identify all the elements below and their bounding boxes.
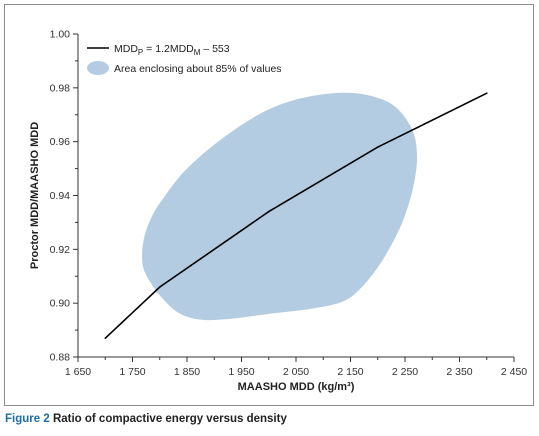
y-tick-label: 0.98	[50, 82, 71, 94]
plot-area	[104, 92, 488, 340]
x-tick-label: 1 650	[65, 366, 91, 378]
legend-area-swatch	[87, 61, 109, 75]
x-tick-label: 1 750	[119, 366, 145, 378]
y-tick-label: 0.96	[50, 136, 71, 148]
legend-label-area: Area enclosing about 85% of values	[114, 63, 282, 75]
x-tick-label: 2 450	[501, 366, 527, 378]
y-tick-label: 0.92	[50, 244, 71, 256]
axes: 1 650 1 750 1 850 1 950 2 050 2 150 2 250 2 350…	[50, 29, 528, 379]
legend-label-equation: MDDP = 1.2MDDM – 553	[114, 43, 230, 57]
line-point	[104, 337, 107, 340]
line-point	[486, 92, 488, 94]
x-tick-label: 2 250	[392, 366, 418, 378]
y-tick-label: 0.90	[50, 298, 71, 310]
x-tick-label: 1 850	[174, 366, 200, 378]
y-axis-title: Proctor MDD/MAASHO MDD	[29, 122, 41, 269]
line-point	[268, 210, 270, 213]
area-85-percent	[141, 92, 418, 321]
x-tick-label: 1 950	[228, 366, 254, 378]
chart: 1 650 1 750 1 850 1 950 2 050 2 150 2 250 2 350…	[29, 29, 528, 394]
y-tick-label: 0.88	[50, 352, 71, 364]
y-tick-label: 1.00	[50, 29, 71, 41]
figure-caption-text: Ratio of compactive energy versus densit…	[52, 413, 287, 425]
figure-caption: Figure 2 Ratio of compactive energy vers…	[5, 413, 287, 425]
figure-frame: 1 650 1 750 1 850 1 950 2 050 2 150 2 250 2 350…	[4, 4, 534, 406]
y-tick-label: 0.94	[50, 190, 71, 202]
line-point	[377, 146, 379, 148]
x-tick-label: 2 150	[337, 366, 363, 378]
x-tick-label: 2 350	[446, 366, 472, 378]
line-point	[159, 286, 161, 288]
legend: MDDP = 1.2MDDM – 553 Area enclosing about…	[87, 43, 282, 75]
x-tick-label: 2 050	[283, 366, 309, 378]
figure-label: Figure 2	[5, 413, 50, 425]
x-axis-title: MAASHO MDD (kg/m³)	[238, 381, 355, 393]
